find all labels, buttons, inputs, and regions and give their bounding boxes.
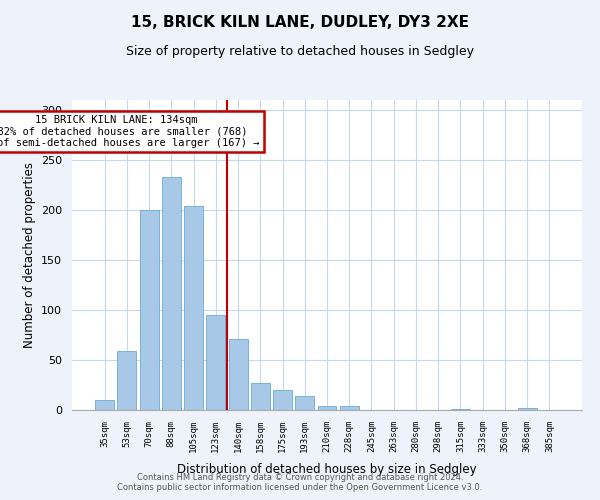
Bar [95,400,114,410]
Bar [340,406,359,410]
Text: Contains HM Land Registry data © Crown copyright and database right 2024.
Contai: Contains HM Land Registry data © Crown c… [118,473,482,492]
Bar [118,351,136,410]
Bar [451,409,470,410]
Bar [229,339,248,410]
Text: Size of property relative to detached houses in Sedgley: Size of property relative to detached ho… [126,45,474,58]
Bar [184,206,203,410]
Bar [251,383,270,410]
X-axis label: Distribution of detached houses by size in Sedgley: Distribution of detached houses by size … [177,463,477,476]
Bar [162,177,181,410]
Bar [273,390,292,410]
Y-axis label: Number of detached properties: Number of detached properties [23,162,35,348]
Bar [140,210,158,410]
Text: 15 BRICK KILN LANE: 134sqm
← 82% of detached houses are smaller (768)
18% of sem: 15 BRICK KILN LANE: 134sqm ← 82% of deta… [0,115,260,148]
Text: 15, BRICK KILN LANE, DUDLEY, DY3 2XE: 15, BRICK KILN LANE, DUDLEY, DY3 2XE [131,15,469,30]
Bar [295,396,314,410]
Bar [206,315,225,410]
Bar [317,406,337,410]
Bar [518,408,536,410]
